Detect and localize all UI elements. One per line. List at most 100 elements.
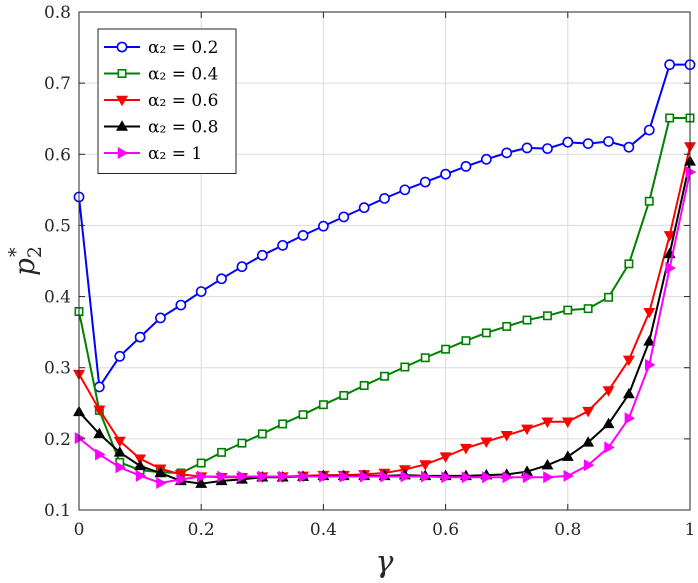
data-point: [602, 386, 615, 397]
series-line: [78, 161, 691, 485]
data-point: [480, 153, 492, 165]
series-group: [73, 59, 697, 489]
y-tick-label: 0.2: [44, 430, 71, 450]
data-point: [624, 412, 636, 425]
data-point: [298, 470, 310, 483]
x-axis-label: γ: [376, 545, 394, 580]
data-point: [500, 431, 513, 442]
data-point: [237, 470, 249, 483]
data-point: [665, 262, 676, 275]
data-point: [154, 466, 167, 478]
data-point: [74, 432, 86, 445]
data-point: [521, 424, 534, 436]
data-point: [419, 176, 431, 188]
data-point: [380, 371, 389, 381]
legend-label: α₂ = 0.8: [148, 118, 218, 138]
data-point: [134, 454, 147, 465]
data-point: [319, 470, 330, 483]
data-point: [116, 41, 128, 53]
data-point: [459, 443, 472, 455]
data-point: [563, 469, 575, 482]
data-point: [583, 304, 593, 314]
data-point: [95, 448, 106, 461]
series-1: [73, 59, 696, 393]
y-tick-label: 0.6: [44, 145, 71, 165]
series-5: [74, 166, 697, 489]
data-point: [441, 471, 452, 484]
y-axis-label-superscript: *: [5, 247, 27, 257]
plot-frame: [78, 11, 691, 511]
data-point: [379, 192, 390, 204]
data-point: [623, 141, 635, 153]
data-point: [236, 261, 248, 273]
data-point: [113, 436, 126, 448]
data-point: [561, 450, 574, 461]
data-point: [216, 273, 227, 285]
data-point: [561, 417, 574, 428]
data-point: [258, 470, 269, 483]
data-point: [441, 344, 451, 354]
data-point: [480, 437, 493, 448]
data-point: [461, 336, 471, 346]
data-point: [542, 143, 553, 154]
series-line: [78, 171, 691, 484]
data-point: [622, 355, 635, 367]
x-tick-label: 0: [74, 520, 85, 540]
x-tick-label: 0.8: [554, 520, 581, 540]
y-axis-label-base: p: [8, 258, 41, 276]
data-point: [317, 220, 329, 232]
data-point: [117, 69, 127, 78]
data-point: [359, 470, 371, 483]
data-point: [664, 59, 676, 71]
data-point: [460, 160, 472, 172]
y-tick-label: 0.3: [44, 359, 71, 379]
data-point: [399, 184, 411, 196]
data-point: [665, 113, 675, 123]
legend-entry: α₂ = 0.6: [104, 91, 218, 111]
data-point: [277, 239, 289, 251]
data-point: [400, 362, 410, 372]
data-point: [501, 147, 513, 159]
data-point: [522, 471, 534, 484]
data-point: [134, 331, 146, 343]
legend-label: α₂ = 0.6: [148, 91, 218, 111]
data-point: [541, 417, 554, 428]
data-point: [217, 447, 227, 457]
data-point: [278, 470, 289, 483]
data-point: [461, 471, 473, 484]
data-point: [196, 458, 206, 468]
data-point: [421, 470, 432, 483]
y-tick-label: 0.5: [44, 216, 71, 236]
x-tick-label: 0.2: [188, 520, 215, 540]
data-point: [116, 120, 128, 131]
legend-entry: α₂ = 0.4: [104, 65, 218, 85]
data-point: [113, 446, 126, 457]
legend-entry: α₂ = 0.2: [104, 38, 218, 58]
data-point: [156, 476, 167, 489]
data-point: [117, 147, 129, 159]
data-point: [481, 328, 491, 338]
data-point: [176, 473, 188, 486]
data-point: [196, 470, 208, 483]
data-point: [521, 142, 533, 154]
data-point: [257, 429, 267, 439]
data-point: [643, 307, 656, 319]
data-point: [582, 406, 595, 418]
data-point: [419, 460, 432, 471]
y-tick-label: 0.7: [44, 74, 71, 94]
data-point: [644, 196, 654, 206]
data-point: [115, 461, 126, 474]
series-4: [73, 155, 696, 488]
data-point: [217, 470, 228, 483]
data-point: [195, 286, 207, 297]
data-point: [582, 436, 595, 447]
data-point: [318, 400, 328, 410]
y-tick-label: 0.1: [44, 501, 71, 521]
legend-entry: α₂ = 1: [104, 144, 202, 164]
data-point: [440, 168, 451, 180]
data-point: [339, 390, 349, 400]
data-point: [583, 459, 595, 472]
legend-label: α₂ = 0.2: [148, 38, 218, 58]
data-point: [582, 138, 594, 150]
